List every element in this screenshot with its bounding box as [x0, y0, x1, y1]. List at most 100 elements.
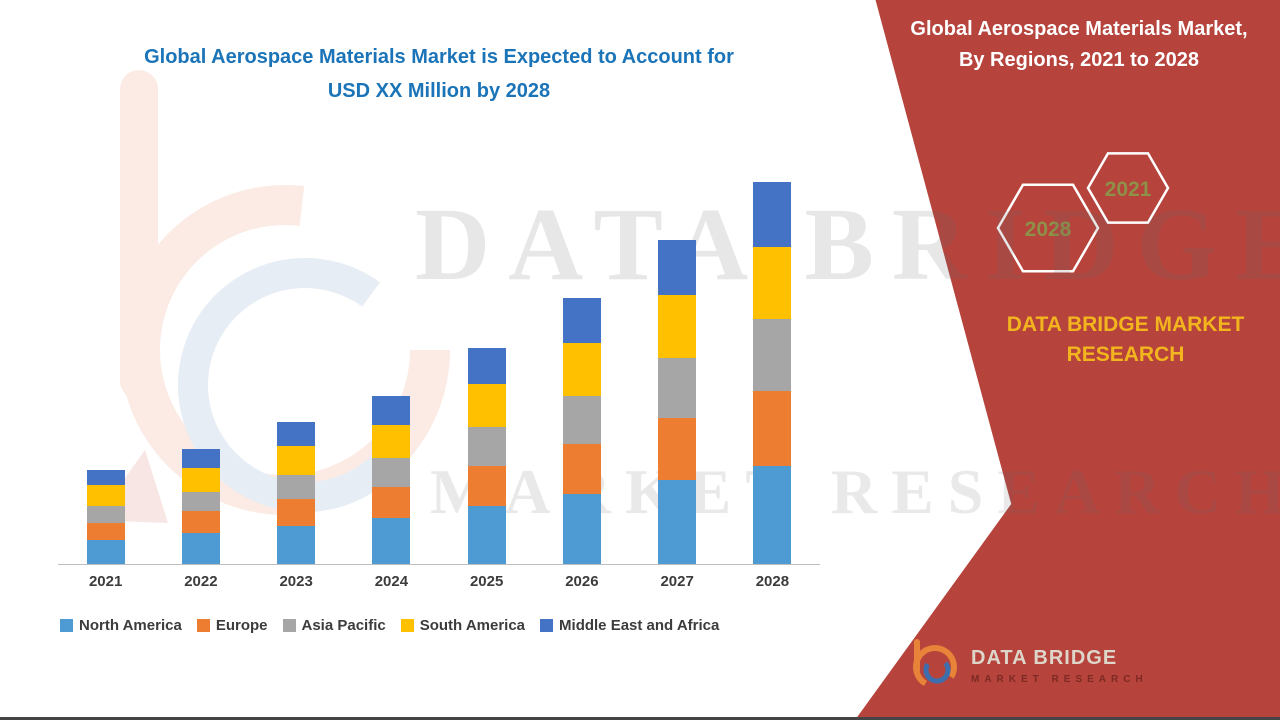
- brand-text: DATA BRIDGE MARKET RESEARCH: [988, 310, 1263, 371]
- bar-segment: [562, 297, 601, 344]
- stacked-bar: [372, 396, 411, 564]
- legend-swatch-icon: [60, 619, 73, 632]
- legend-item: Europe: [196, 617, 268, 634]
- bar-column: [58, 165, 153, 564]
- bar-segment: [467, 427, 506, 466]
- bar-segment: [658, 480, 697, 564]
- panel-title: Global Aerospace Materials Market, By Re…: [895, 14, 1263, 76]
- x-axis-label: 2021: [88, 573, 123, 590]
- footer-logo-name: DATA BRIDGE: [971, 646, 1118, 669]
- x-axis-label: 2025: [469, 573, 504, 590]
- chart-title-line1: Global Aerospace Materials Market is Exp…: [144, 46, 734, 68]
- x-axis-label: 2023: [279, 573, 313, 590]
- bar-segment: [86, 484, 125, 507]
- stacked-bar: [181, 448, 220, 564]
- chart-title-line2: USD XX Million by 2028: [327, 80, 551, 102]
- chart-title: Global Aerospace Materials Market is Exp…: [58, 40, 820, 108]
- panel-title-line1: Global Aerospace Materials Market,: [910, 18, 1248, 40]
- bar-segment: [372, 458, 411, 488]
- stacked-bar: [277, 422, 316, 564]
- hexagon-2028-icon: [996, 183, 1100, 273]
- bar-segment: [277, 475, 316, 500]
- legend-label: Europe: [215, 617, 268, 634]
- bar-segment: [753, 319, 792, 392]
- bar-segment: [658, 417, 697, 480]
- bar-segment: [753, 465, 792, 564]
- bar-segment: [467, 465, 506, 507]
- bar-segment: [277, 422, 316, 447]
- bar-segment: [467, 384, 506, 428]
- bar-segment: [372, 518, 411, 564]
- bar-segment: [277, 446, 316, 476]
- panel-title-line2: By Regions, 2021 to 2028: [958, 49, 1200, 71]
- footer-logo: DATA BRIDGE MARKET RESEARCH: [905, 633, 1148, 698]
- bar-segment: [658, 295, 697, 358]
- bar-segment: [562, 444, 601, 495]
- bar-column: [630, 165, 725, 564]
- x-axis-label: 2022: [184, 573, 218, 590]
- bottom-border: [0, 717, 1280, 720]
- legend-swatch-icon: [540, 619, 554, 632]
- x-axis-label: 2024: [374, 573, 409, 590]
- x-axis-label: 2027: [660, 573, 694, 590]
- x-axis-label: 2028: [755, 573, 790, 590]
- bar-segment: [181, 448, 220, 469]
- bar-segment: [753, 182, 792, 248]
- bar-segment: [86, 506, 125, 524]
- chart-legend: North America Europe Asia Pacific South Ame…: [60, 617, 719, 634]
- bar-segment: [86, 470, 125, 485]
- legend-item: Middle East and Africa: [540, 617, 719, 634]
- bar-segment: [467, 506, 506, 564]
- bar-segment: [86, 523, 125, 540]
- bar-segment: [753, 391, 792, 466]
- legend-item: Asia Pacific: [282, 617, 386, 634]
- legend-label: North America: [79, 617, 182, 634]
- year-hexagons: 2028 2021: [996, 152, 1170, 273]
- stacked-bar: [86, 470, 125, 564]
- hexagon-2021-label: 2021: [1105, 178, 1152, 201]
- x-axis-labels: 2021 2022 2023 2024 2025 2026 2027 2028: [58, 573, 820, 590]
- bar-column: [725, 165, 820, 564]
- brand-line2: RESEARCH: [1066, 343, 1185, 367]
- bar-segment: [562, 494, 601, 564]
- stacked-bar-chart: [58, 165, 820, 565]
- bar-segment: [467, 348, 506, 385]
- stacked-bar: [467, 348, 506, 564]
- footer-logo-tagline: MARKET RESEARCH: [971, 673, 1148, 685]
- bar-segment: [372, 487, 411, 519]
- bar-segment: [658, 357, 697, 418]
- bar-segment: [181, 532, 220, 564]
- legend-swatch-icon: [400, 619, 414, 632]
- bar-column: [439, 165, 534, 564]
- legend-swatch-icon: [196, 619, 210, 632]
- legend-label: Middle East and Africa: [559, 617, 720, 634]
- bar-segment: [86, 540, 125, 564]
- bar-segment: [181, 511, 220, 533]
- legend-label: Asia Pacific: [301, 617, 386, 634]
- bar-segment: [372, 424, 411, 459]
- footer-logo-text: DATA BRIDGE MARKET RESEARCH: [971, 647, 1148, 685]
- bar-segment: [562, 396, 601, 445]
- bar-segment: [181, 468, 220, 493]
- x-axis-label: 2026: [565, 573, 599, 590]
- stacked-bar: [562, 297, 601, 564]
- bar-column: [534, 165, 629, 564]
- bar-column: [344, 165, 439, 564]
- bar-column: [249, 165, 344, 564]
- bar-segment: [181, 492, 220, 512]
- legend-swatch-icon: [282, 619, 296, 632]
- bar-segment: [562, 343, 601, 397]
- legend-label: South America: [419, 617, 526, 634]
- stacked-bar: [753, 182, 792, 564]
- hexagon-2021-icon: [1086, 152, 1170, 224]
- bar-column: [153, 165, 248, 564]
- stacked-bar: [658, 240, 697, 564]
- bar-segment: [372, 396, 411, 425]
- watermark-text-line1: DATA BRIDGE: [415, 187, 1280, 302]
- hexagon-2028-label: 2028: [1025, 218, 1072, 241]
- bar-segment: [277, 499, 316, 526]
- brand-line1: DATA BRIDGE MARKET: [1006, 313, 1245, 336]
- bar-segment: [277, 525, 316, 564]
- bar-segment: [753, 247, 792, 320]
